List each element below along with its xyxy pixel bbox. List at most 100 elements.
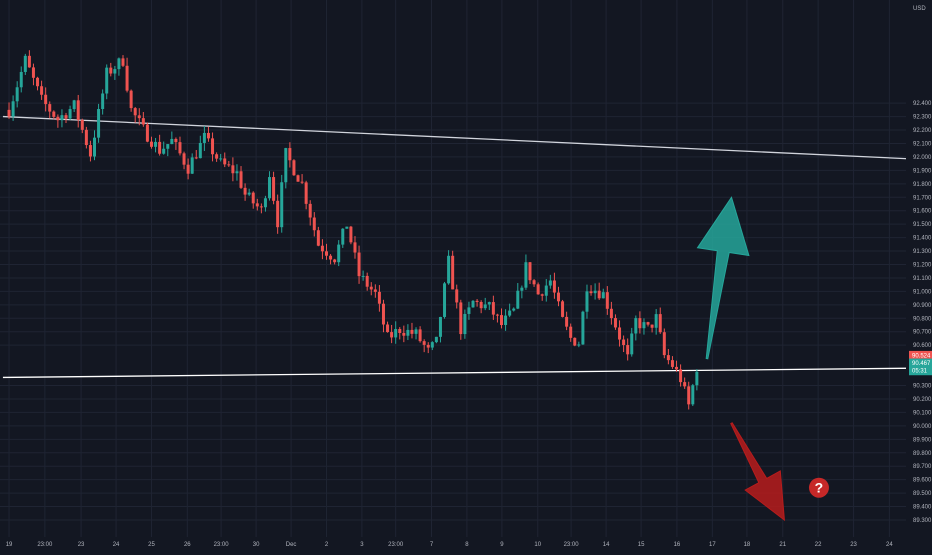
- candle-body: [483, 304, 487, 309]
- candle-body: [337, 244, 341, 263]
- price-tick-label: 91.100: [913, 276, 932, 282]
- candle-body: [296, 175, 300, 182]
- price-tick-label: 90.600: [913, 343, 932, 349]
- time-tick-label: 22: [815, 542, 822, 548]
- candle-body: [552, 280, 556, 293]
- candle-body: [141, 118, 145, 125]
- candle-body: [459, 302, 463, 335]
- time-tick-label: 10: [534, 542, 541, 548]
- time-tick-label: 9: [500, 542, 504, 548]
- candle-body: [565, 316, 569, 327]
- question-mark-glyph: ?: [815, 480, 824, 496]
- candle-body: [11, 101, 15, 117]
- time-tick-label: 15: [638, 542, 645, 548]
- annotations: ?: [696, 196, 829, 522]
- price-badge-label: 90.524: [912, 353, 931, 359]
- candle-body: [316, 230, 320, 246]
- candle-body: [48, 104, 52, 112]
- candle-body: [422, 341, 426, 345]
- candle-body: [585, 291, 589, 312]
- price-tick-label: 91.500: [913, 222, 932, 228]
- candle-body: [475, 300, 479, 302]
- time-tick-label: 23: [78, 542, 85, 548]
- candle-body: [638, 318, 642, 329]
- price-axis-bg: [906, 0, 932, 550]
- time-tick-label: 19: [6, 542, 13, 548]
- candle-body: [463, 313, 467, 335]
- candle-body: [145, 124, 149, 142]
- candle-body: [524, 262, 528, 288]
- candle-body: [80, 120, 84, 130]
- price-tick-label: 89.700: [913, 464, 932, 470]
- candle-body: [642, 322, 646, 329]
- candle-body: [105, 67, 109, 94]
- candle-body: [679, 369, 683, 383]
- candle-body: [658, 314, 662, 333]
- price-tick-label: 89.500: [913, 491, 932, 497]
- candle-body: [284, 148, 288, 183]
- arrow-up-icon: [696, 196, 750, 360]
- candle-body: [304, 182, 308, 204]
- candle-body: [206, 132, 210, 139]
- candle-body: [569, 326, 573, 338]
- candle-body: [324, 251, 328, 256]
- candle-body: [56, 116, 60, 121]
- question-mark-icon: [808, 477, 829, 498]
- candle-body: [190, 157, 194, 174]
- candle-body: [251, 192, 255, 204]
- candle-body: [84, 129, 88, 146]
- candle-body: [398, 328, 402, 333]
- candle-body: [532, 280, 536, 285]
- candle-body: [556, 292, 560, 302]
- time-tick-label: 24: [886, 542, 893, 548]
- candle-body: [662, 332, 666, 356]
- price-tick-label: 91.700: [913, 195, 932, 201]
- candle-body: [320, 245, 324, 252]
- candle-body: [40, 86, 44, 95]
- candle-body: [406, 329, 410, 336]
- candle-body: [93, 137, 97, 157]
- candle-body: [361, 275, 365, 277]
- candle-body: [7, 109, 11, 117]
- arrow-down-icon: [730, 422, 785, 522]
- candle-body: [597, 290, 601, 299]
- time-tick-label: 25: [148, 542, 155, 548]
- candle-body: [504, 315, 508, 326]
- price-tick-label: 89.800: [913, 451, 932, 457]
- candle-body: [182, 153, 186, 165]
- time-axis[interactable]: 19 23:00 23 24 25 26 23:00 30 Dec 2 3 23:00 7 8 9 10 23:…: [0, 537, 932, 550]
- candle-body: [268, 177, 272, 199]
- time-tick-label: Dec: [286, 542, 297, 548]
- candle-body: [31, 67, 35, 78]
- candle-body: [577, 344, 581, 346]
- candle-body: [219, 158, 223, 160]
- price-tick-label: 89.900: [913, 437, 932, 443]
- candle-body: [170, 138, 174, 145]
- candle-body: [27, 55, 31, 68]
- time-tick-label: 16: [674, 542, 681, 548]
- candle-body: [467, 307, 471, 314]
- candle-body: [369, 286, 373, 290]
- candle-body: [438, 316, 442, 337]
- candle-body: [479, 301, 483, 309]
- candle-body: [223, 158, 227, 165]
- price-tick-label: 90.200: [913, 397, 932, 403]
- candle-body: [447, 255, 451, 284]
- candle-body: [691, 385, 695, 405]
- trendline: [2, 115, 927, 161]
- candle-body: [117, 58, 121, 70]
- candle-body: [202, 132, 206, 143]
- price-axis[interactable]: USD 92.400 92.300 92.200 92.100 92.000 91.900 9…: [906, 0, 932, 550]
- candle-body: [418, 329, 422, 342]
- price-tick-label: 91.000: [913, 289, 932, 295]
- candle-body: [198, 142, 202, 159]
- candle-body: [561, 301, 565, 317]
- candle-body: [259, 206, 263, 208]
- candle-body: [687, 386, 691, 405]
- price-tick-label: 91.600: [913, 209, 932, 215]
- candle-body: [516, 290, 520, 309]
- candle-body: [312, 217, 316, 231]
- candle-body: [500, 315, 504, 326]
